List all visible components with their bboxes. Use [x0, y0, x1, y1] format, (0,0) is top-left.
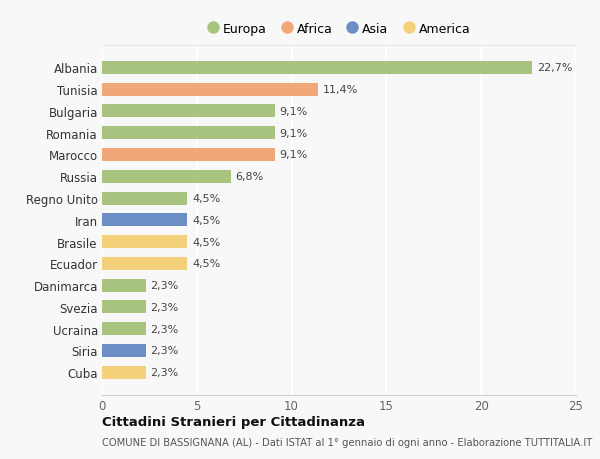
Bar	[102, 149, 275, 162]
Text: 2,3%: 2,3%	[151, 324, 179, 334]
Bar	[102, 235, 187, 249]
Bar	[102, 322, 146, 336]
Bar	[102, 84, 318, 96]
Text: COMUNE DI BASSIGNANA (AL) - Dati ISTAT al 1° gennaio di ogni anno - Elaborazione: COMUNE DI BASSIGNANA (AL) - Dati ISTAT a…	[102, 437, 592, 447]
Bar	[102, 105, 275, 118]
Bar	[102, 257, 187, 270]
Text: 4,5%: 4,5%	[192, 259, 220, 269]
Text: 2,3%: 2,3%	[151, 367, 179, 377]
Bar	[102, 279, 146, 292]
Bar	[102, 170, 231, 184]
Text: 22,7%: 22,7%	[537, 63, 572, 73]
Text: 9,1%: 9,1%	[279, 107, 308, 117]
Bar	[102, 301, 146, 313]
Text: 2,3%: 2,3%	[151, 280, 179, 291]
Bar	[102, 214, 187, 227]
Bar	[102, 366, 146, 379]
Text: 6,8%: 6,8%	[236, 172, 264, 182]
Text: 11,4%: 11,4%	[323, 85, 358, 95]
Text: 9,1%: 9,1%	[279, 129, 308, 139]
Bar	[102, 62, 532, 75]
Text: 2,3%: 2,3%	[151, 346, 179, 356]
Text: 4,5%: 4,5%	[192, 237, 220, 247]
Text: 4,5%: 4,5%	[192, 215, 220, 225]
Text: 2,3%: 2,3%	[151, 302, 179, 312]
Bar	[102, 192, 187, 205]
Text: 4,5%: 4,5%	[192, 194, 220, 204]
Text: 9,1%: 9,1%	[279, 150, 308, 160]
Text: Cittadini Stranieri per Cittadinanza: Cittadini Stranieri per Cittadinanza	[102, 415, 365, 428]
Legend: Europa, Africa, Asia, America: Europa, Africa, Asia, America	[208, 23, 470, 36]
Bar	[102, 127, 275, 140]
Bar	[102, 344, 146, 357]
